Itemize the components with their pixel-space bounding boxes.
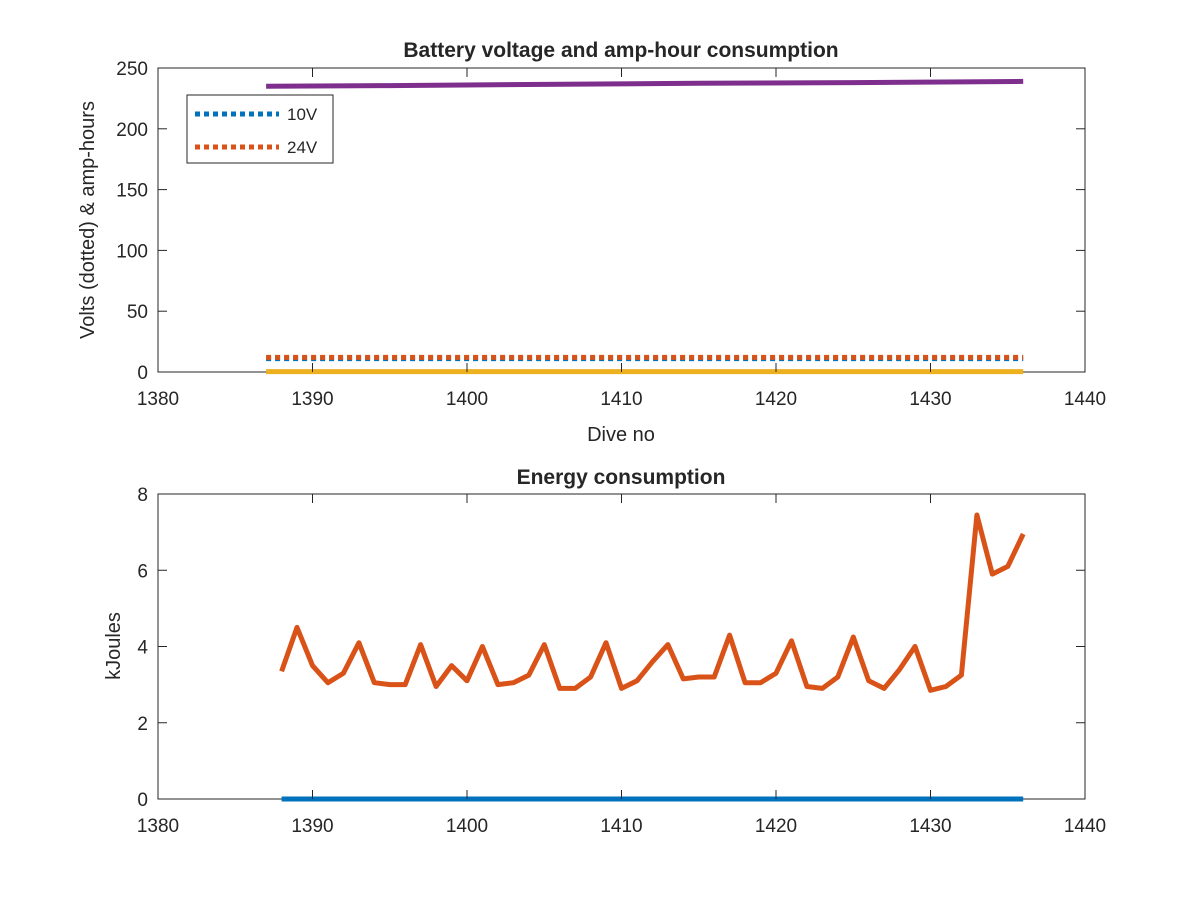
voltage-y-axis-label: Volts (dotted) & amp-hours	[77, 101, 99, 339]
voltage-x-tick-label: 1380	[137, 389, 179, 410]
voltage-y-tick-label: 50	[127, 302, 148, 323]
voltage-x-tick-label: 1390	[291, 389, 333, 410]
voltage-x-axis-label: Dive no	[587, 424, 655, 446]
energy-chart-title: Energy consumption	[517, 466, 726, 489]
voltage-chart-title: Battery voltage and amp-hour consumption	[403, 39, 838, 62]
legend-box	[186, 94, 334, 164]
voltage-series-line-3	[266, 78, 1024, 89]
voltage-ticks-group: 1380 1390 1400 1410 1420 1430 1440 0 50 100 150 200…	[116, 59, 1106, 410]
voltage-y-tick-label: 100	[116, 241, 148, 262]
energy-x-tick-label: 1440	[1064, 816, 1106, 837]
voltage-y-tick-label: 250	[116, 59, 148, 80]
energy-y-tick-label: 8	[137, 485, 148, 506]
legend-label-24v: 24V	[287, 138, 318, 157]
voltage-x-tick-label: 1440	[1064, 389, 1106, 410]
energy-y-tick-label: 4	[137, 638, 148, 659]
voltage-x-tick-label: 1400	[446, 389, 488, 410]
energy-y-axis-label: kJoules	[103, 612, 125, 680]
energy-series-line-1	[279, 512, 1026, 693]
energy-axes-box	[157, 493, 1086, 800]
voltage-y-tick-label: 200	[116, 120, 148, 141]
energy-x-tick-label: 1430	[909, 816, 951, 837]
energy-x-tick-label: 1380	[137, 816, 179, 837]
voltage-x-tick-label: 1430	[909, 389, 951, 410]
energy-panel: 1380 1390 1400 1410 1420 1430 1440 0 2 4 6 8 Energy…	[103, 466, 1106, 837]
energy-ticks-group: 1380 1390 1400 1410 1420 1430 1440 0 2 4 6 8	[137, 485, 1106, 837]
voltage-series-group	[266, 78, 1024, 375]
voltage-x-tick-label: 1410	[600, 389, 642, 410]
energy-series-group	[279, 512, 1026, 802]
energy-x-tick-label: 1410	[600, 816, 642, 837]
voltage-y-tick-label: 150	[116, 181, 148, 202]
voltage-panel: 1380 1390 1400 1410 1420 1430 1440 0 50 100 150 200…	[77, 39, 1106, 446]
voltage-y-tick-label: 0	[137, 363, 148, 384]
voltage-x-tick-label: 1420	[755, 389, 797, 410]
energy-y-tick-label: 2	[137, 714, 148, 735]
energy-y-tick-label: 6	[137, 561, 148, 582]
energy-y-tick-label: 0	[137, 790, 148, 811]
energy-x-tick-label: 1390	[291, 816, 333, 837]
energy-x-tick-label: 1420	[755, 816, 797, 837]
voltage-legend: 10V 24V	[186, 94, 334, 164]
legend-label-10v: 10V	[287, 105, 318, 124]
energy-x-tick-label: 1400	[446, 816, 488, 837]
